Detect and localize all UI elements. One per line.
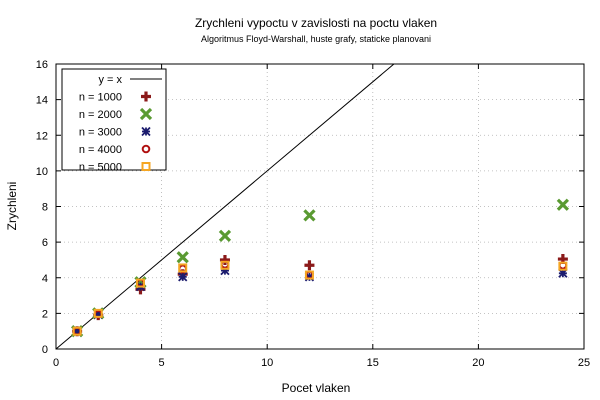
legend-box [61,68,167,171]
x-tick-label: 5 [159,357,165,369]
legend-marker [141,126,151,137]
legend-label: n = 3000 [79,127,122,139]
y-tick-label: 12 [36,130,48,142]
x-tick-label: 20 [472,357,484,369]
reference-line-y-equals-x [55,63,395,350]
y-tick-label: 14 [36,95,48,107]
data-point [558,261,568,271]
x-tick-label: 10 [261,357,273,369]
legend-label: n = 5000 [79,162,122,174]
legend-entry: n = 3000 [79,126,151,139]
data-point [72,326,82,336]
y-tick-label: 10 [36,166,48,178]
y-tick-label: 6 [42,237,48,249]
legend-label: n = 1000 [79,92,122,104]
data-point [176,251,189,264]
y-tick-label: 0 [42,344,48,356]
legend-marker [141,144,151,154]
axes: 0 5 10 15 20 25 0 2 4 6 8 10 12 14 16 [36,59,590,369]
legend-label: n = 4000 [79,144,122,156]
legend-label: y = x [98,74,122,86]
data-point [303,209,316,222]
reference-line [55,63,395,350]
chart-title: Zrychleni vypoctu v zavislosti na poctu … [195,16,437,30]
plot-frame [55,63,585,350]
data-point [178,263,188,273]
data-point [220,260,230,270]
data-point [218,229,232,243]
data-point [304,272,315,282]
data-point [304,260,315,271]
data-point [304,270,314,280]
data-point [556,198,570,211]
x-axis-label: Pocet vlaken [282,381,351,395]
legend-marker [141,162,151,171]
legend-entry: n = 5000 [79,162,151,174]
x-tick-label: 25 [578,357,590,369]
data-point [219,254,230,265]
chart-subtitle: Algoritmus Floyd-Warshall, huste grafy, … [201,34,431,44]
legend-label: n = 2000 [79,109,122,121]
data-point [93,308,103,318]
data-point [558,268,568,278]
x-tick-label: 15 [367,357,379,369]
legend-entry: y = x [98,74,162,86]
data-point [93,309,103,319]
y-tick-label: 4 [42,273,48,285]
data-point [135,278,145,288]
series-n-5000 [72,260,568,336]
data-point [72,326,82,336]
y-tick-label: 16 [36,59,48,71]
y-tick-label: 2 [42,308,48,320]
legend: y = x n = 1000 n = 2000 n = 3000 n = 4000 n =… [61,68,167,174]
data-point [220,265,230,276]
legend-entry: n = 1000 [79,91,151,104]
legend-entry: n = 2000 [79,107,153,121]
data-points [70,198,570,338]
y-axis-label: Zrychleni [5,182,19,231]
legend-marker [139,107,153,121]
data-point [178,272,188,282]
legend-marker [141,91,151,102]
x-tick-label: 0 [53,357,59,369]
legend-entry: n = 4000 [79,144,151,156]
y-tick-label: 8 [42,202,48,214]
